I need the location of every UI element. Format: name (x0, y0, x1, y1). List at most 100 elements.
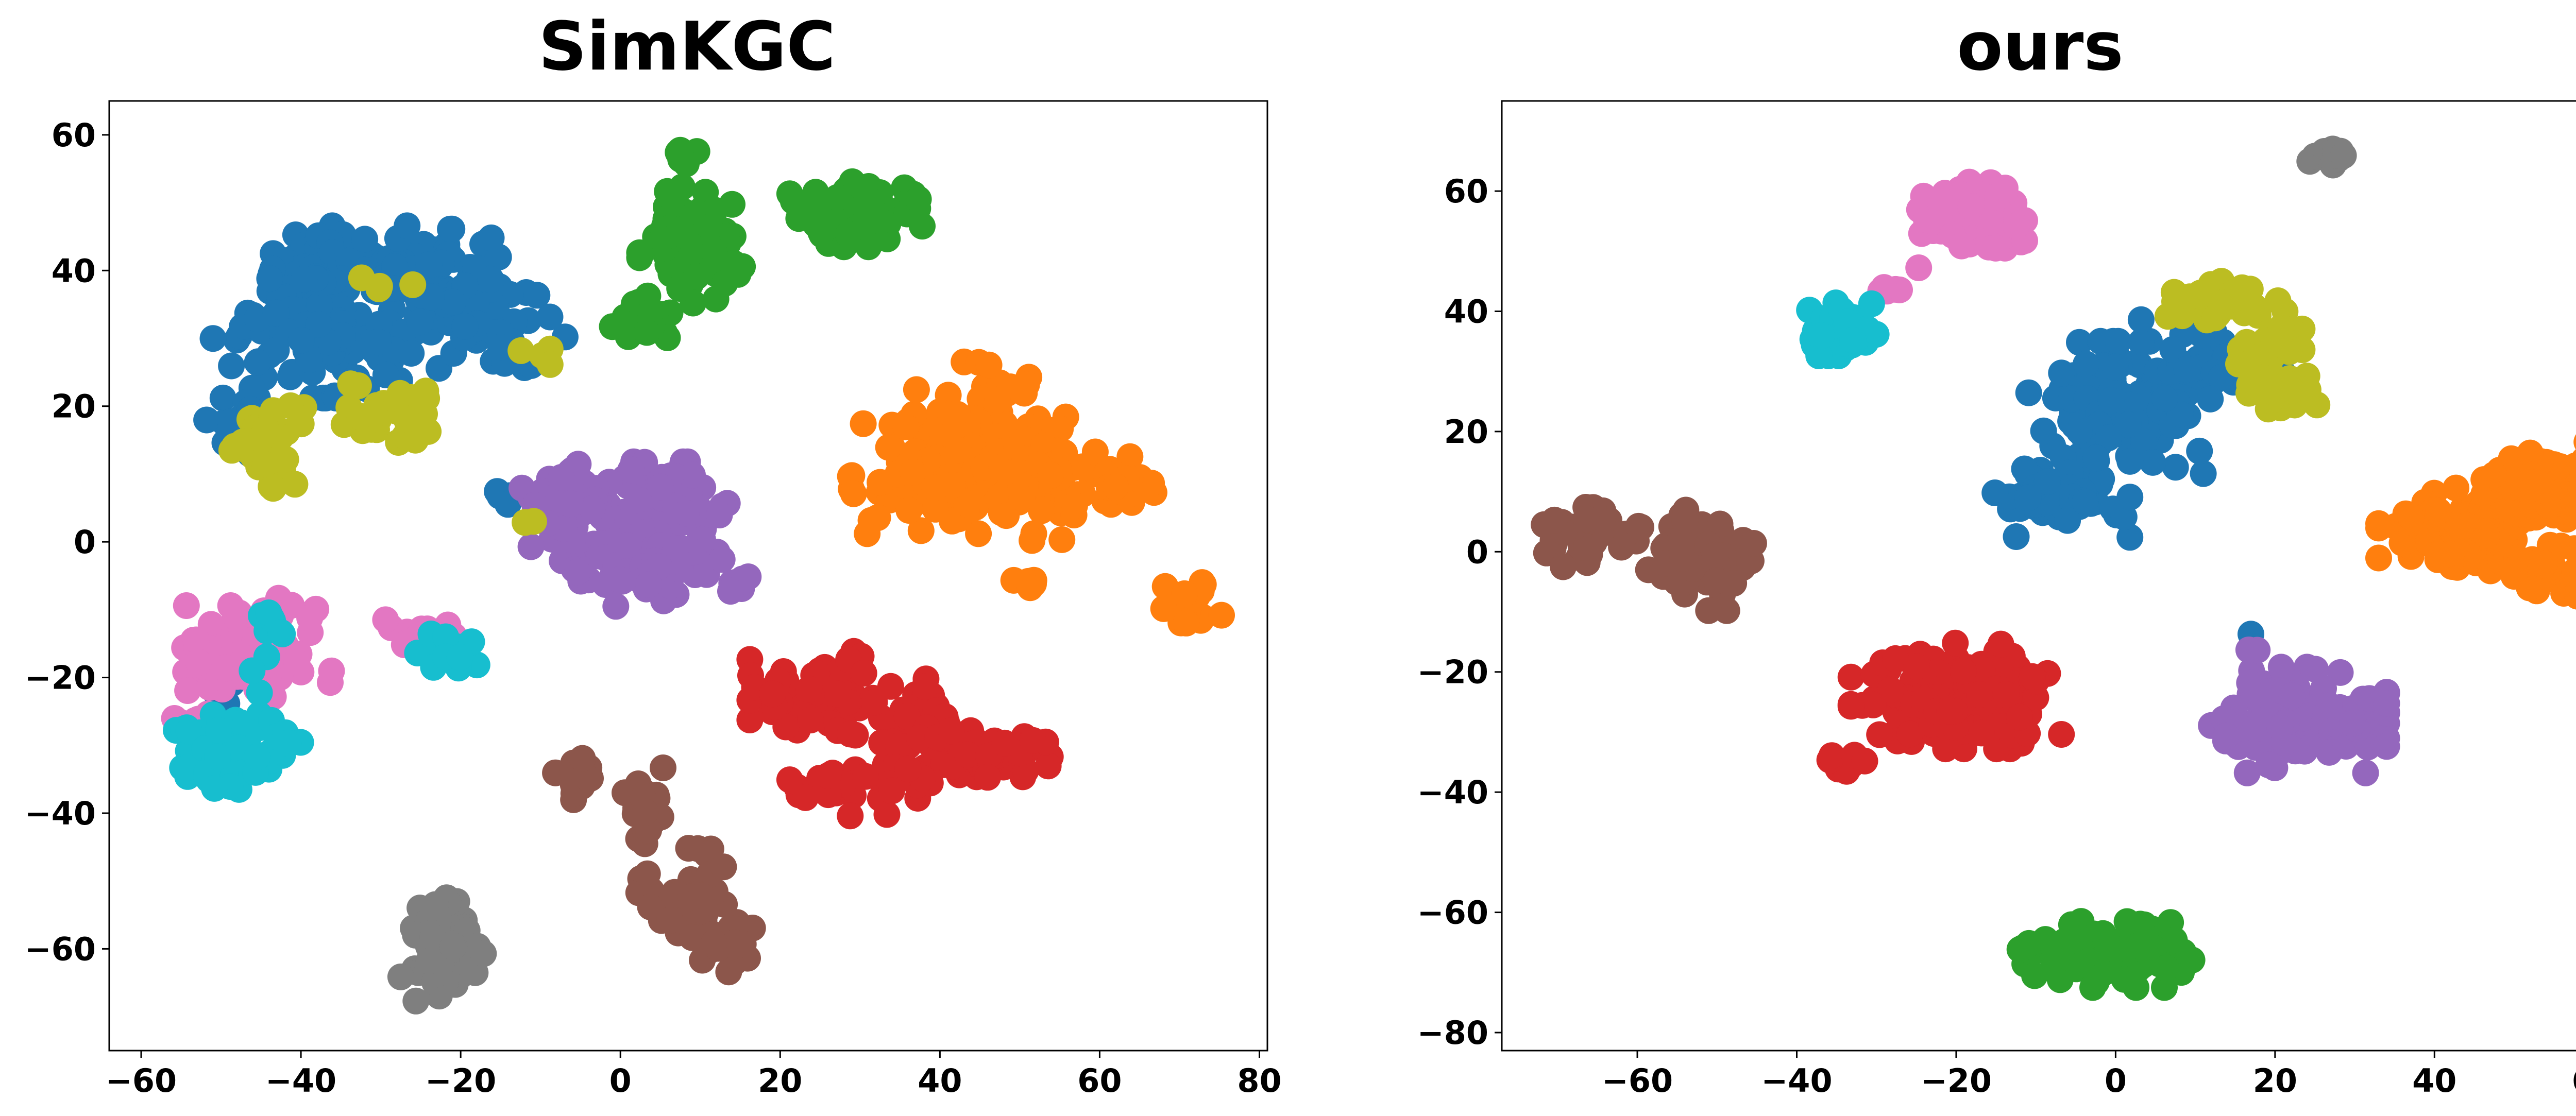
data-point (840, 480, 867, 507)
y-tick-label: −20 (1417, 654, 1488, 691)
x-tick-label: −40 (1761, 1062, 1832, 1100)
data-point (669, 174, 696, 201)
data-point (602, 593, 630, 620)
data-point (921, 474, 948, 501)
data-point (406, 308, 434, 336)
data-point (487, 334, 514, 361)
series-0 (1981, 306, 2295, 648)
data-point (2006, 703, 2033, 731)
series-4 (509, 448, 762, 620)
data-point (305, 311, 332, 338)
data-point (861, 689, 888, 716)
data-point (944, 401, 971, 428)
x-tick-label: −60 (106, 1062, 177, 1100)
data-point (1625, 512, 1652, 540)
data-point (1837, 693, 1865, 720)
data-point (2105, 328, 2132, 355)
data-point (2425, 497, 2452, 525)
data-point (422, 891, 449, 918)
data-point (2113, 908, 2141, 935)
data-point (662, 535, 689, 562)
data-point (850, 660, 877, 687)
data-point (867, 469, 894, 496)
data-point (717, 578, 744, 605)
data-point (362, 401, 388, 428)
data-point (1740, 530, 1767, 557)
data-point (2127, 329, 2155, 356)
data-point (878, 777, 905, 804)
data-point (683, 263, 710, 290)
data-point (873, 801, 901, 828)
data-point (724, 261, 752, 288)
data-point (945, 437, 972, 464)
data-point (405, 386, 432, 414)
data-point (802, 179, 829, 206)
data-point (1208, 602, 1235, 629)
data-point (255, 599, 282, 626)
data-point (899, 458, 926, 486)
data-point (1877, 676, 1904, 703)
data-point (174, 677, 201, 704)
data-point (1008, 484, 1036, 511)
data-point (1948, 232, 1975, 260)
data-point (470, 940, 497, 967)
y-tick-label: −40 (25, 795, 96, 832)
series-1 (837, 348, 1235, 637)
data-point (2048, 359, 2075, 387)
data-point (175, 717, 202, 745)
data-point (2046, 966, 2074, 993)
data-point (536, 303, 564, 331)
data-point (824, 184, 851, 211)
axes-frame (108, 100, 1268, 1052)
data-point (2255, 751, 2282, 779)
data-point (632, 798, 659, 826)
data-point (1805, 342, 1833, 369)
data-point (1866, 721, 1893, 748)
data-point (201, 775, 228, 802)
x-tick-label: 40 (2412, 1062, 2456, 1100)
data-point (251, 451, 279, 478)
data-point (1966, 681, 1993, 708)
data-point (965, 520, 992, 547)
data-point (679, 461, 706, 489)
data-point (1882, 645, 1909, 672)
data-point (892, 414, 919, 440)
data-point (907, 517, 935, 544)
axes-frame (1501, 100, 2576, 1052)
data-point (1702, 542, 1728, 569)
y-tick-label: −60 (25, 930, 96, 968)
data-point (1851, 747, 1878, 775)
data-point (1671, 507, 1699, 534)
data-point (1957, 193, 1985, 220)
data-point (795, 676, 823, 703)
data-point (366, 272, 393, 300)
data-point (2030, 417, 2057, 444)
data-point (696, 214, 723, 241)
data-point (399, 271, 427, 298)
x-tick-label: 20 (2253, 1062, 2297, 1100)
data-point (2388, 529, 2416, 557)
data-point (415, 418, 442, 445)
data-point (244, 744, 271, 770)
y-tick-label: −40 (1417, 774, 1488, 811)
data-point (2302, 656, 2329, 683)
data-point (2339, 710, 2366, 737)
data-point (2443, 474, 2470, 502)
data-point (2126, 932, 2153, 959)
data-point (2330, 142, 2357, 169)
data-point (394, 212, 421, 239)
data-point (2151, 385, 2178, 412)
data-point (536, 351, 564, 378)
series-1 (2365, 434, 2576, 610)
data-point (372, 361, 399, 388)
data-point (673, 150, 700, 177)
series-3 (1816, 629, 2075, 785)
data-point (432, 623, 460, 650)
data-point (2130, 428, 2158, 455)
data-point (2073, 351, 2099, 377)
y-tick-label: −60 (1417, 894, 1488, 932)
data-point (281, 471, 309, 498)
data-point (635, 571, 662, 598)
data-point (2480, 461, 2507, 488)
data-point (1550, 553, 1577, 580)
